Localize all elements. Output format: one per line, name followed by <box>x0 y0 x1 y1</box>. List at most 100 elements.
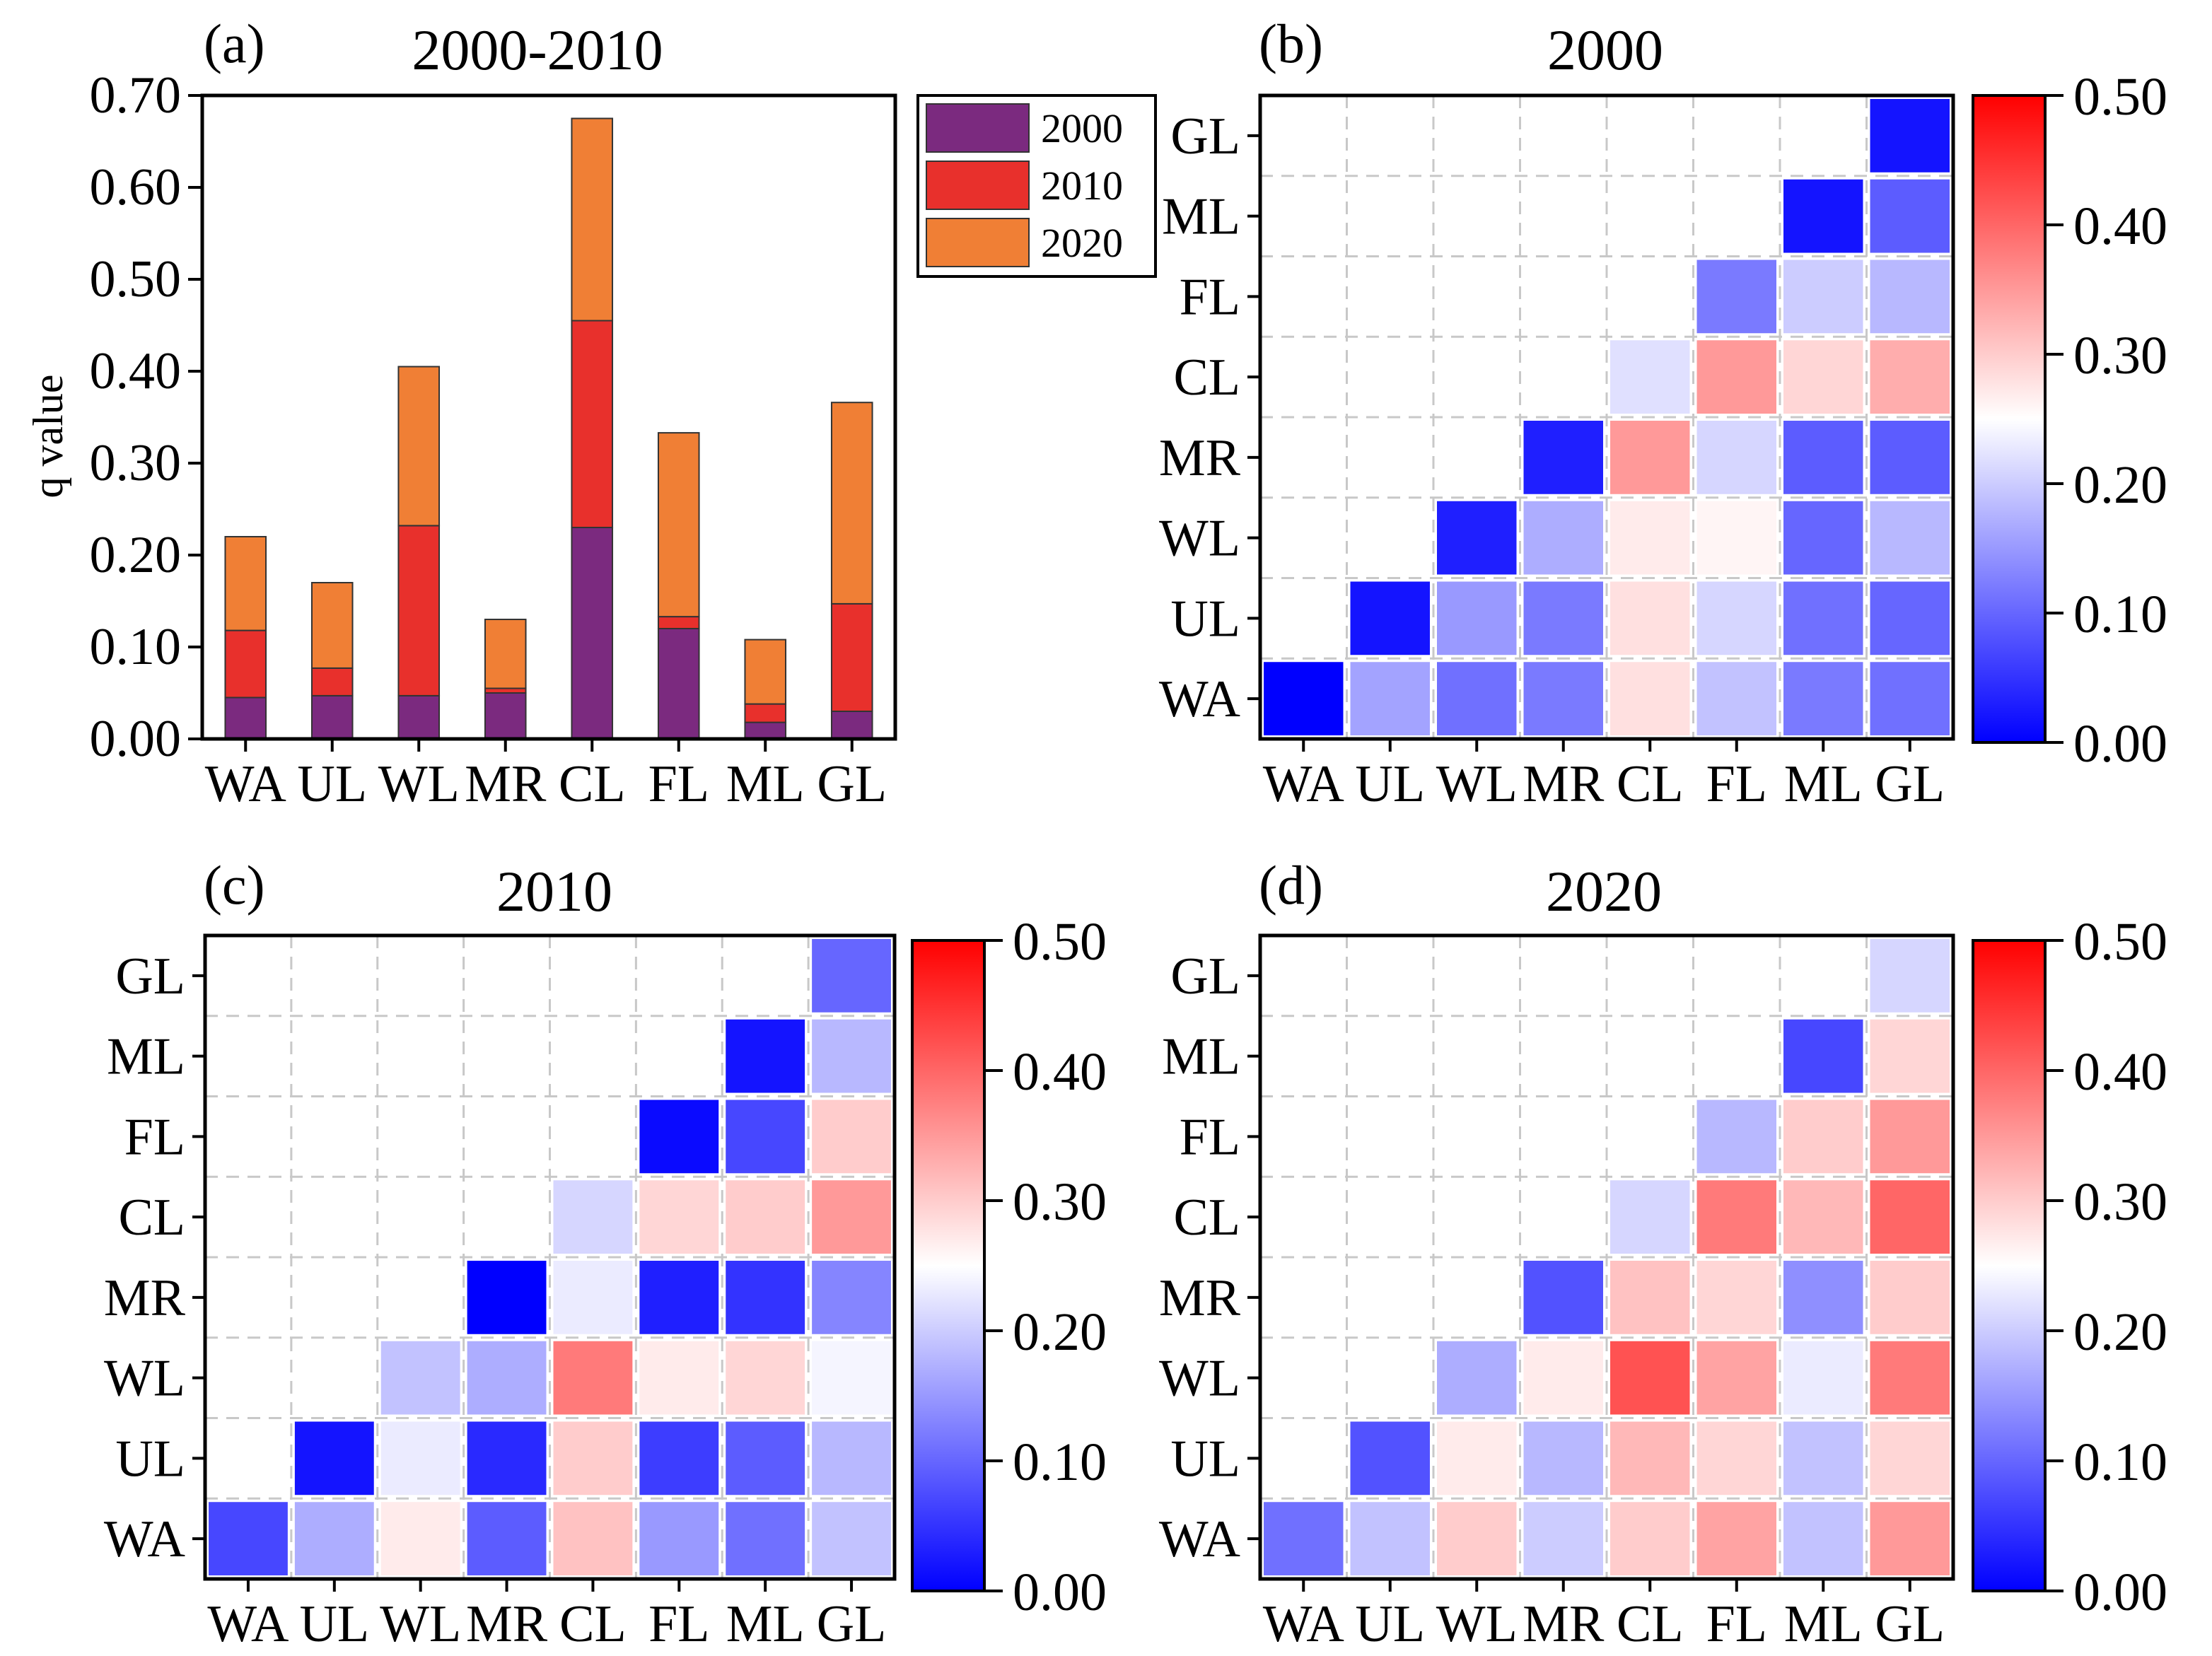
y-tick-label-FL: FL <box>1180 268 1240 326</box>
x-tick-label-MR: MR <box>1523 1595 1605 1653</box>
x-tick-label-CL: CL <box>559 755 626 813</box>
colorbar-tick-label: 0.50 <box>2073 912 2167 972</box>
y-tick-label-FL: FL <box>124 1108 185 1166</box>
heatmap-cell-UL-UL <box>1350 581 1430 655</box>
panel-d-heatmap: (d) 2020 WA UL WL MR CL FL ML GLWAULWLMRCLFLMLG… <box>1159 854 2167 1653</box>
colorbar-tick-label: 0.10 <box>1013 1433 1107 1492</box>
panel-b-colorbar: 0.00 0.10 0.20 0.30 0.40 0.50 <box>1972 67 2167 774</box>
heatmap-cell-MR-MR <box>467 1261 547 1334</box>
heatmap-cell-FL-FL <box>1696 260 1776 334</box>
heatmap-cell-WA-MR <box>1523 662 1603 735</box>
x-tick-label-ML: ML <box>1784 755 1863 813</box>
heatmap-cell-ML-ML <box>1783 1019 1863 1093</box>
colorbar-tick-label: 0.00 <box>2073 714 2167 774</box>
heatmap-cell-WL-ML <box>1783 501 1863 575</box>
panel-a-label: (a) <box>204 13 265 74</box>
heatmap-cell-MR-FL <box>639 1261 719 1334</box>
heatmap-cell-CL-ML <box>726 1180 805 1254</box>
heatmap-cell-UL-GL <box>812 1421 891 1495</box>
y-tick-label: 0.20 <box>90 526 182 584</box>
heatmap-cell-WL-WL <box>1437 1341 1517 1415</box>
colorbar-tick-label: 0.30 <box>1013 1172 1107 1232</box>
panel-b-plot-frame <box>1258 93 1955 741</box>
heatmap-cell-WA-WL <box>1437 662 1517 735</box>
bar-FL-2000 <box>657 628 700 740</box>
heatmap-cell-WL-WL <box>380 1341 460 1415</box>
bar-GL-2010 <box>830 602 873 713</box>
heatmap-cell-UL-MR <box>1523 581 1603 655</box>
panel-b-gridlines <box>1260 95 1953 739</box>
heatmap-cell-WA-WL <box>1437 1502 1517 1575</box>
heatmap-cell-UL-CL <box>1610 581 1690 655</box>
panel-a-x-ticks: WA UL WL MR CL FL ML GL <box>205 739 887 813</box>
heatmap-cell-FL-GL <box>812 1100 891 1174</box>
heatmap-cell-ML-ML <box>1783 179 1863 253</box>
panel-c-cells <box>209 939 891 1575</box>
bar-UL-2010 <box>310 667 354 696</box>
heatmap-cell-CL-FL <box>1696 1180 1776 1254</box>
y-tick-label-ML: ML <box>1162 188 1240 246</box>
heatmap-cell-WL-MR <box>1523 501 1603 575</box>
colorbar-gradient <box>1972 94 2047 744</box>
colorbar-tick-label: 0.30 <box>2073 1172 2167 1232</box>
heatmap-cell-UL-CL <box>553 1421 633 1495</box>
y-tick-label-GL: GL <box>1170 947 1240 1005</box>
x-tick-label-GL: GL <box>1875 755 1945 813</box>
heatmap-cell-UL-GL <box>1870 1421 1950 1495</box>
y-tick-label-ML: ML <box>107 1028 185 1086</box>
y-tick-label: 0.70 <box>90 66 182 124</box>
heatmap-cell-UL-FL <box>1696 1421 1776 1495</box>
bar-WA-2020 <box>224 536 267 631</box>
bar-WA-2000 <box>224 696 267 740</box>
heatmap-cell-GL-GL <box>1870 99 1950 173</box>
x-tick-label-WA: WA <box>1263 1595 1344 1653</box>
heatmap-cell-WA-CL <box>1610 662 1690 735</box>
x-tick-label-CL: CL <box>559 1595 627 1653</box>
y-tick-label: 0.30 <box>90 434 182 492</box>
x-tick-label-MR: MR <box>466 1595 548 1653</box>
y-tick-label-GL: GL <box>1170 107 1240 165</box>
heatmap-cell-WL-MR <box>1523 1341 1603 1415</box>
panel-a-title: 2000-2010 <box>412 18 663 82</box>
heatmap-cell-WL-FL <box>639 1341 719 1415</box>
heatmap-cell-CL-GL <box>1870 340 1950 414</box>
bar-WL-2010 <box>397 525 441 696</box>
heatmap-cell-CL-CL <box>1610 1180 1690 1254</box>
heatmap-cell-ML-GL <box>1870 1019 1950 1093</box>
x-tick-label-UL: UL <box>1355 1595 1425 1653</box>
panel-a-legend: 2000 2010 2020 <box>916 94 1157 278</box>
x-tick-label-CL: CL <box>1617 1595 1684 1653</box>
y-tick-label-UL: UL <box>1170 590 1240 648</box>
colorbar-gradient <box>911 939 986 1592</box>
panel-d-label: (d) <box>1259 854 1323 916</box>
heatmap-cell-FL-FL <box>639 1100 719 1174</box>
colorbar-gradient <box>1972 939 2047 1592</box>
heatmap-cell-MR-CL <box>1610 1261 1690 1334</box>
x-tick-label-WL: WL <box>1436 1595 1518 1653</box>
x-tick-label-GL: GL <box>1875 1595 1945 1653</box>
heatmap-cell-WA-FL <box>639 1502 719 1575</box>
bar-UL-2000 <box>310 694 354 740</box>
bar-CL-2020 <box>571 117 614 322</box>
heatmap-cell-CL-GL <box>812 1180 891 1254</box>
colorbar-tick-label: 0.10 <box>2073 1433 2167 1492</box>
heatmap-cell-FL-GL <box>1870 1100 1950 1174</box>
bar-ML-2010 <box>744 703 787 723</box>
bar-CL-2000 <box>571 527 614 740</box>
heatmap-cell-WA-WA <box>1264 1502 1344 1575</box>
x-tick-label-GL: GL <box>817 1595 887 1653</box>
y-tick-label-WA: WA <box>104 1510 185 1568</box>
heatmap-cell-MR-GL <box>1870 1261 1950 1334</box>
panel-d-plot-frame <box>1258 933 1955 1581</box>
legend-swatch-2000 <box>926 103 1030 153</box>
heatmap-cell-CL-GL <box>1870 1180 1950 1254</box>
bar-WL-2000 <box>397 694 441 740</box>
heatmap-cell-MR-MR <box>1523 421 1603 494</box>
heatmap-cell-UL-ML <box>1783 1421 1863 1495</box>
legend-label-2000: 2000 <box>1041 105 1123 151</box>
heatmap-cell-WA-ML <box>1783 1502 1863 1575</box>
panel-c-heatmap: (c) 2010 WA UL WL MR CL FL ML GLWAULWLMRCLFLMLG… <box>104 854 1107 1653</box>
heatmap-cell-UL-FL <box>639 1421 719 1495</box>
